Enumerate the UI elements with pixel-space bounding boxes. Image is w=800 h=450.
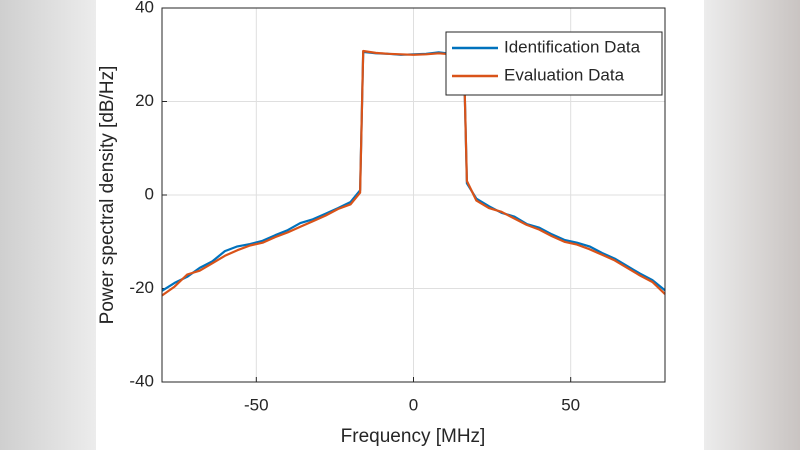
plot-border	[161, 7, 666, 383]
y-tick-label: 0	[145, 184, 154, 203]
y-tick-label: 20	[135, 91, 154, 110]
x-tick-label: 0	[409, 395, 418, 414]
x-tick-label: -50	[244, 395, 269, 414]
legend-box	[445, 31, 663, 96]
y-axis-label: Power spectral density [dB/Hz]	[97, 66, 118, 325]
y-tick-label: -40	[129, 371, 154, 390]
legend-label: Identification Data	[504, 37, 641, 56]
legend-label: Evaluation Data	[504, 65, 625, 84]
x-axis-label: Frequency [MHz]	[341, 426, 486, 447]
x-tick-label: 50	[561, 395, 580, 414]
data-line	[161, 49, 666, 297]
y-tick-label: -20	[129, 278, 154, 297]
plot-area: -40 -20 0 20 40 -50 0 50 Identification Data Eval…	[129, 0, 666, 414]
y-tick-label: 40	[135, 0, 154, 16]
legend: Identification Data Evaluation Data	[445, 31, 663, 96]
